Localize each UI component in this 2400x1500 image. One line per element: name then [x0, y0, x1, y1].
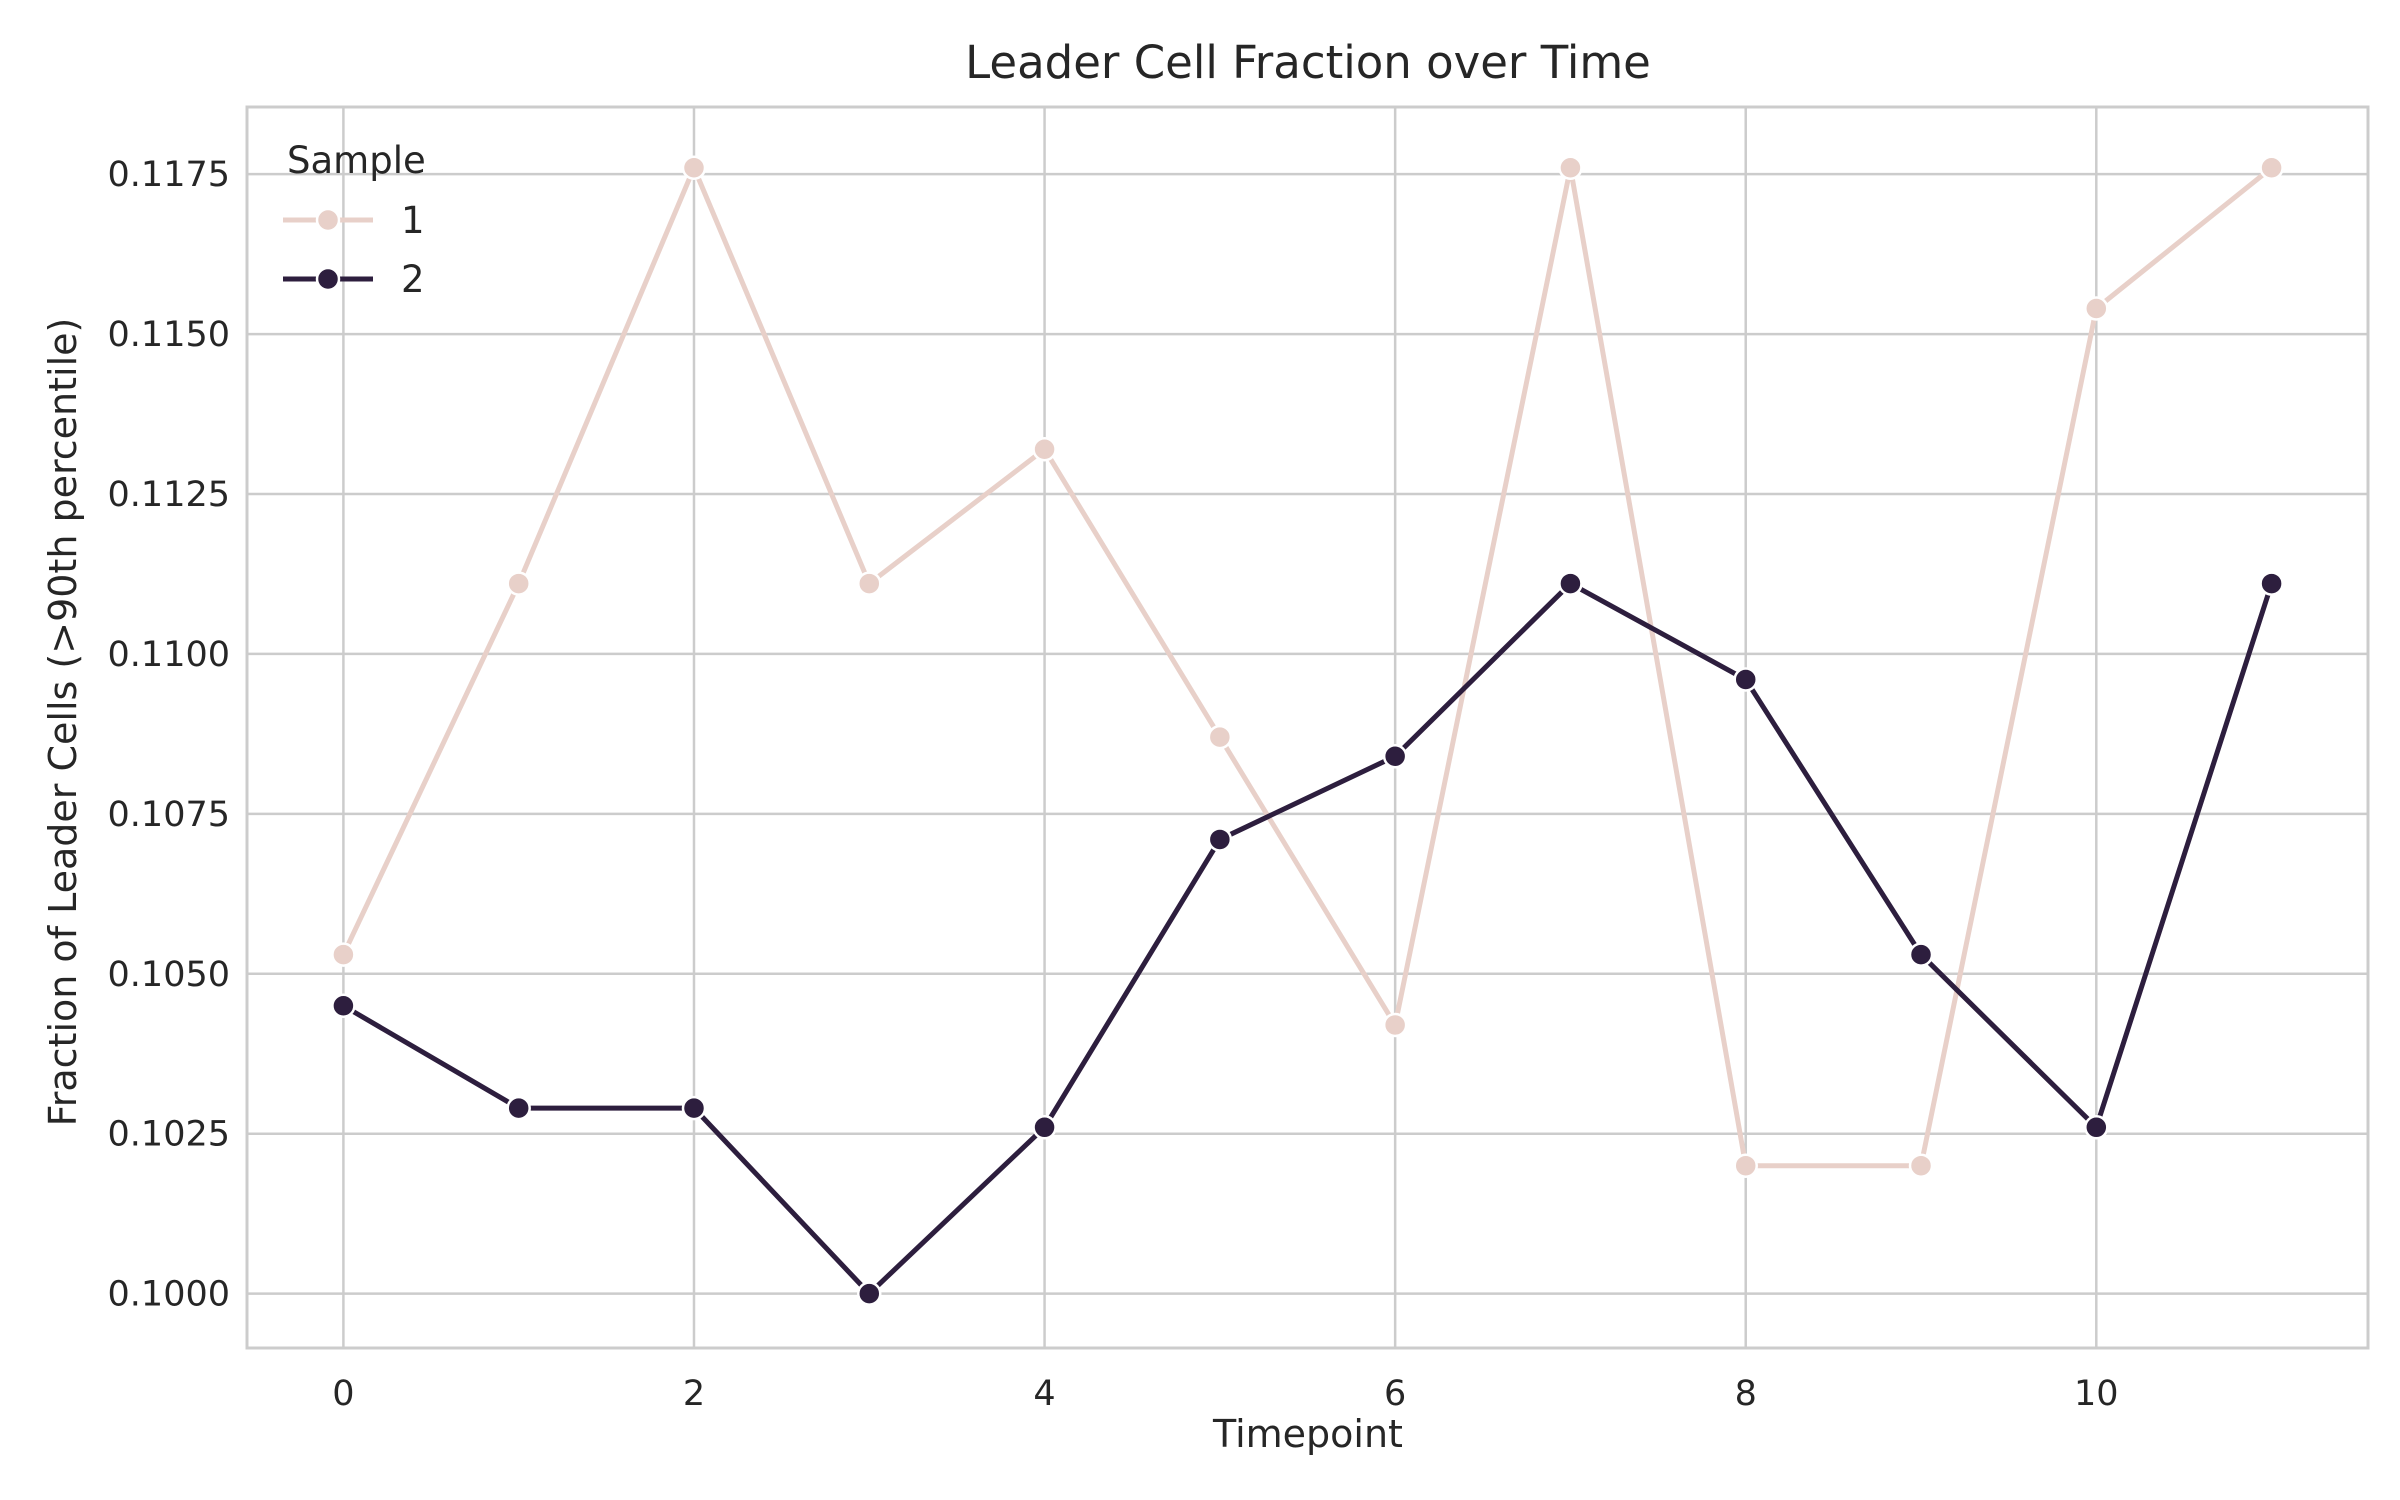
series-1-point-1 [506, 571, 531, 596]
series-1-point-8 [1733, 1153, 1758, 1178]
series-2-point-8 [1733, 667, 1758, 692]
series-1-point-10 [2084, 296, 2109, 321]
series-1-point-4 [1032, 436, 1057, 462]
series-1-point-9 [1908, 1153, 1934, 1178]
series-2-point-9 [1908, 942, 1934, 967]
legend-swatch-marker-2 [315, 266, 341, 292]
series-2-point-6 [1382, 744, 1408, 769]
series-2-point-0 [331, 993, 356, 1019]
series-2-point-5 [1207, 827, 1233, 852]
series-2-point-10 [2084, 1115, 2109, 1140]
series-1 [331, 155, 2284, 1178]
series-2-point-11 [2259, 571, 2284, 596]
y-tick-label-5: 0.1125 [108, 475, 230, 515]
series-1-point-3 [857, 571, 882, 596]
legend-title: Sample [287, 139, 426, 182]
x-tick-label-0: 0 [332, 1374, 354, 1414]
x-axis-label: Timepoint [1212, 1412, 1403, 1456]
legend-item-2: 2 [283, 258, 425, 301]
series-1-line [340, 165, 2275, 1169]
x-tick-label-3: 6 [1384, 1374, 1406, 1414]
series-2-point-2 [681, 1095, 707, 1121]
x-tick-label-2: 4 [1033, 1374, 1055, 1414]
x-axis-ticks: 0 2 4 6 8 10 [332, 1374, 2118, 1414]
legend-label-2: 2 [401, 258, 425, 301]
y-tick-label-3: 0.1075 [108, 795, 230, 835]
series-1-point-5 [1207, 724, 1233, 750]
y-axis-label: Fraction of Leader Cells (>90th percenti… [41, 318, 85, 1127]
series-2 [331, 571, 2284, 1306]
y-tick-label-7: 0.1175 [108, 155, 230, 195]
chart-title: Leader Cell Fraction over Time [965, 36, 1651, 89]
x-tick-label-1: 2 [683, 1374, 705, 1414]
y-tick-label-0: 0.1000 [108, 1275, 230, 1315]
y-axis-ticks: 0.1000 0.1025 0.1050 0.1075 0.1100 0.1125 0.11… [108, 155, 230, 1314]
series-1-point-2 [681, 155, 707, 181]
series-2-point-3 [857, 1281, 882, 1306]
legend-swatch-marker-1 [315, 207, 341, 233]
series-2-point-1 [506, 1095, 531, 1121]
x-tick-label-5: 10 [2074, 1374, 2119, 1414]
grid-lines [247, 107, 2368, 1348]
y-tick-label-1: 0.1025 [108, 1115, 230, 1155]
series-1-point-11 [2259, 155, 2284, 181]
series-1-point-6 [1382, 1012, 1408, 1038]
y-tick-label-6: 0.1150 [108, 315, 230, 355]
plot-frame [245, 105, 2370, 1350]
series-2-point-4 [1032, 1115, 1057, 1140]
series-1-point-0 [331, 942, 356, 967]
y-tick-label-4: 0.1100 [108, 635, 230, 675]
x-tick-label-4: 8 [1735, 1374, 1757, 1414]
y-tick-label-2: 0.1050 [108, 955, 230, 995]
legend-item-1: 1 [283, 199, 425, 242]
series-1-point-7 [1558, 155, 1583, 181]
series-2-point-7 [1558, 571, 1583, 596]
series-2-line [340, 581, 2275, 1297]
legend-label-1: 1 [401, 199, 425, 242]
series-layer [331, 155, 2284, 1306]
legend: Sample 1 2 [283, 139, 426, 301]
